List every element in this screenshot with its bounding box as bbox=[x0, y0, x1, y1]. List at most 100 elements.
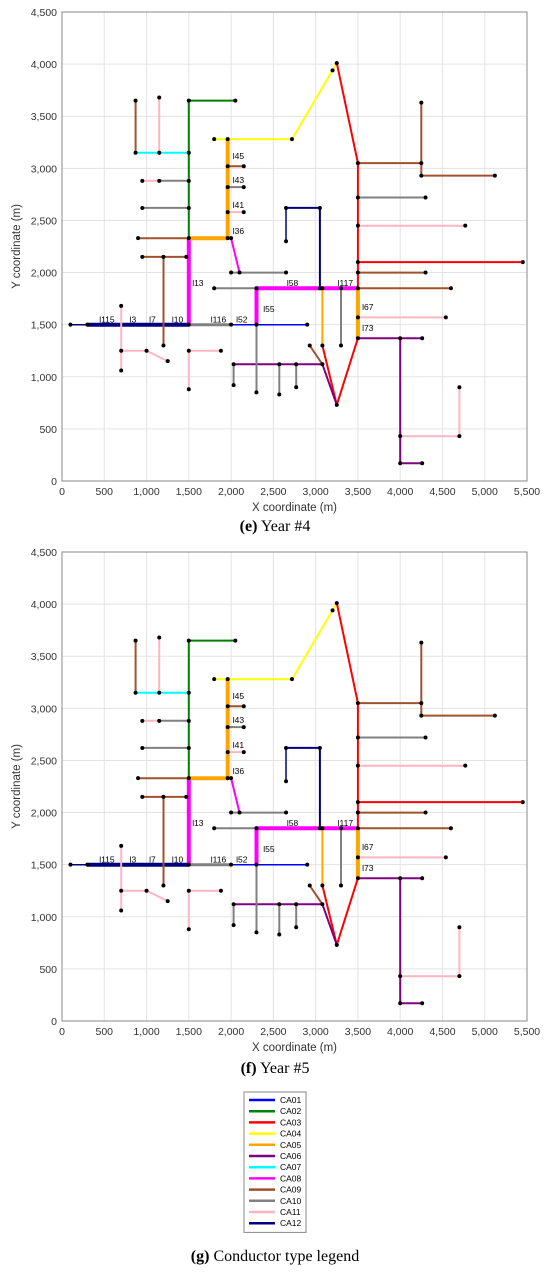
node-point bbox=[229, 776, 234, 781]
node-point bbox=[186, 927, 191, 932]
node-point bbox=[186, 888, 191, 893]
node-point bbox=[492, 173, 497, 178]
x-tick-label: 5,000 bbox=[472, 486, 498, 498]
node-point bbox=[398, 461, 403, 466]
line-label: l45 bbox=[233, 691, 245, 701]
node-point bbox=[420, 336, 425, 341]
plot-frame bbox=[61, 11, 528, 482]
node-point bbox=[284, 205, 289, 210]
node-point bbox=[355, 223, 360, 228]
node-point bbox=[289, 677, 294, 682]
y-tick-label: 500 bbox=[39, 424, 57, 436]
y-tick-label: 0 bbox=[51, 476, 57, 488]
node-point bbox=[419, 161, 424, 166]
line-label: l3 bbox=[130, 855, 137, 865]
node-point bbox=[284, 779, 289, 784]
node-point bbox=[339, 343, 343, 348]
line-label: l58 bbox=[287, 278, 299, 288]
node-point bbox=[339, 826, 343, 831]
node-point bbox=[320, 883, 325, 888]
node-point bbox=[186, 98, 191, 103]
x-tick-label: 2,000 bbox=[218, 1026, 244, 1038]
node-point bbox=[320, 362, 325, 367]
legend-label-ca01: CA01 bbox=[280, 1095, 302, 1105]
node-point bbox=[186, 322, 191, 327]
node-point bbox=[355, 161, 360, 166]
x-tick-label: 5,500 bbox=[514, 1026, 540, 1038]
node-point bbox=[423, 270, 428, 275]
node-point bbox=[419, 701, 424, 706]
line-label: l10 bbox=[172, 315, 184, 325]
node-point bbox=[186, 236, 191, 241]
node-point bbox=[463, 763, 468, 768]
line-label: l43 bbox=[233, 175, 245, 185]
x-tick-label: 4,000 bbox=[387, 1026, 413, 1038]
y-tick-label: 4,000 bbox=[31, 599, 57, 611]
node-point bbox=[334, 942, 339, 947]
network-plot-year-5: 0 500 1,000 1,500 2,000 2,500 3,000 3,500 4,000 4… bbox=[11, 547, 540, 1054]
node-point bbox=[398, 434, 403, 439]
node-point bbox=[320, 286, 325, 291]
line-label: l43 bbox=[233, 715, 245, 725]
node-point bbox=[254, 322, 259, 327]
node-point bbox=[355, 826, 360, 831]
node-point bbox=[140, 254, 145, 259]
node-point bbox=[419, 640, 424, 645]
x-tick-label: 4,000 bbox=[387, 486, 413, 498]
node-point bbox=[355, 735, 360, 740]
caption-year-4: (e) Year #4 bbox=[239, 518, 311, 535]
network-plot-year-4: 0 500 1,000 1,500 2,000 2,500 3,000 3,500 4,000 4… bbox=[11, 7, 540, 514]
y-tick-label: 2,000 bbox=[31, 808, 57, 820]
node-point bbox=[294, 925, 299, 930]
node-point bbox=[136, 776, 141, 781]
node-point bbox=[237, 810, 242, 815]
y-tick-label: 3,000 bbox=[31, 163, 57, 175]
node-point bbox=[241, 164, 246, 169]
node-point bbox=[233, 638, 238, 643]
line-label: l67 bbox=[362, 842, 374, 852]
node-point bbox=[229, 270, 234, 275]
node-point bbox=[218, 348, 223, 353]
line-label: l116 bbox=[211, 855, 227, 865]
line-label: l73 bbox=[362, 863, 374, 873]
node-point bbox=[165, 359, 170, 364]
line-label: l10 bbox=[172, 855, 184, 865]
node-point bbox=[398, 336, 403, 341]
y-tick-label: 1,000 bbox=[31, 912, 57, 924]
node-point bbox=[184, 794, 189, 799]
node-point bbox=[186, 387, 191, 392]
node-point bbox=[225, 704, 230, 709]
line-label: l3 bbox=[130, 315, 137, 325]
node-point bbox=[254, 286, 259, 291]
legend-box bbox=[243, 1091, 307, 1233]
line-label: l117 bbox=[338, 818, 354, 828]
node-point bbox=[520, 260, 525, 265]
legend-label-ca02: CA02 bbox=[280, 1106, 302, 1116]
node-point bbox=[520, 800, 525, 805]
conductor-ca09 bbox=[308, 344, 324, 365]
node-point bbox=[398, 974, 403, 979]
line-label: l117 bbox=[338, 278, 354, 288]
node-point bbox=[457, 434, 462, 439]
legend-label-ca11: CA11 bbox=[280, 1207, 301, 1217]
y-axis-label: Y coordinate (m) bbox=[11, 204, 23, 289]
node-point bbox=[419, 173, 424, 178]
node-point bbox=[355, 810, 360, 815]
line-label: l115 bbox=[99, 315, 115, 325]
node-point bbox=[398, 876, 403, 881]
line-label: l13 bbox=[192, 818, 204, 828]
x-tick-label: 3,000 bbox=[302, 486, 328, 498]
x-tick-label: 500 bbox=[96, 486, 114, 498]
plot-area bbox=[62, 12, 527, 481]
node-point bbox=[320, 826, 325, 831]
x-tick-label: 1,500 bbox=[176, 1026, 202, 1038]
node-point bbox=[119, 908, 124, 913]
node-point bbox=[68, 862, 73, 867]
node-point bbox=[355, 876, 360, 881]
y-tick-label: 3,000 bbox=[31, 703, 57, 715]
node-point bbox=[212, 826, 217, 831]
node-point bbox=[225, 725, 230, 730]
node-point bbox=[140, 205, 145, 210]
node-point bbox=[186, 862, 191, 867]
x-tick-label: 2,000 bbox=[218, 486, 244, 498]
